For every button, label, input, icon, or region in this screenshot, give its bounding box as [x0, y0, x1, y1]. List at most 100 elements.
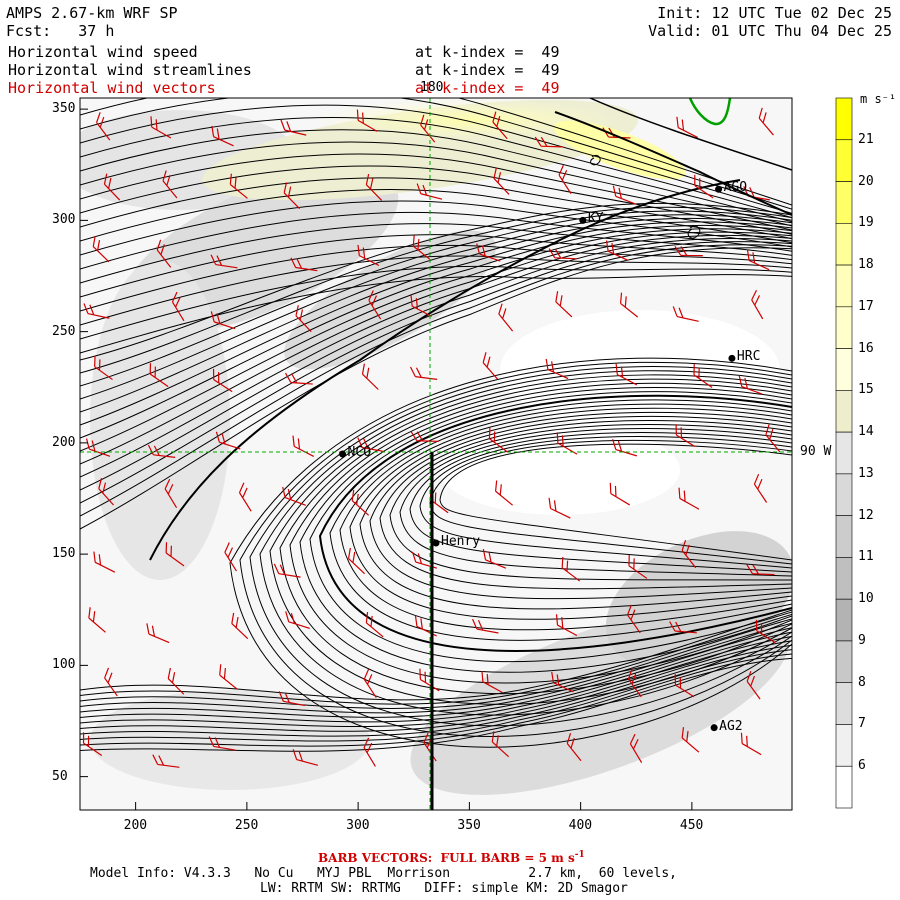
wind-barb — [290, 257, 318, 272]
wind-barb — [282, 486, 306, 506]
streamline — [80, 228, 792, 452]
wind-barb — [96, 112, 111, 141]
streamline — [80, 238, 792, 491]
wind-barb — [493, 167, 510, 195]
wind-barb — [498, 303, 514, 332]
station-marker — [715, 185, 723, 193]
wind-barb — [488, 427, 508, 453]
colorbar-swatch — [835, 306, 853, 349]
physics-info: LW: RRTM SW: RRTMG DIFF: simple KM: 2D S… — [260, 881, 628, 896]
colorbar-level-label: 12 — [858, 507, 874, 523]
wind-barb — [491, 731, 510, 758]
wind-barb — [410, 431, 439, 442]
colorbar-swatch — [835, 181, 853, 224]
wind-barb — [420, 114, 436, 143]
colorbar-swatch — [835, 348, 853, 391]
x-tick-label: 200 — [123, 818, 148, 833]
y-tick-label: 150 — [52, 546, 76, 562]
station-marker — [710, 724, 718, 732]
wind-barb — [92, 235, 110, 263]
wind-barb — [238, 482, 252, 512]
streamline — [80, 631, 792, 723]
wind-barb — [482, 352, 499, 380]
wind-barb — [676, 116, 699, 139]
colorbar-level-label: 10 — [858, 591, 874, 607]
station-label: HRC — [736, 349, 761, 365]
wind-barb — [292, 435, 315, 457]
streamline — [329, 399, 792, 641]
wind-barb — [295, 305, 312, 333]
station-marker — [432, 539, 440, 547]
wind-barb — [753, 473, 768, 503]
wind-barb — [410, 295, 432, 317]
wind-barb — [351, 489, 370, 516]
colorbar-swatch — [835, 139, 853, 182]
streamline — [80, 189, 792, 244]
y-tick-label: 50 — [52, 768, 68, 784]
wind-barb — [534, 136, 564, 148]
station-marker — [728, 354, 736, 362]
barb-note-text: BARB VECTORS: FULL BARB = 5 m s — [318, 851, 575, 865]
streamline — [80, 153, 792, 231]
wind-barb — [605, 240, 629, 262]
wind-barb — [674, 674, 695, 698]
field-level-streamlines: at k-index = 49 — [415, 61, 560, 79]
wind-barb — [548, 497, 571, 519]
wind-barb — [629, 733, 643, 764]
wind-barb — [626, 604, 641, 634]
colorbar-swatch — [835, 765, 853, 809]
wind-barb — [412, 235, 431, 261]
wind-barb — [210, 311, 236, 330]
streamline — [80, 635, 792, 728]
plot-area — [80, 98, 792, 810]
wind-barb — [363, 737, 376, 767]
wind-barb — [347, 547, 365, 575]
barb-note: BARB VECTORS: FULL BARB = 5 m s-1 — [318, 850, 585, 865]
streamline — [80, 217, 792, 413]
x-tick-label: 450 — [679, 818, 704, 833]
coastline — [554, 111, 792, 216]
streamline — [80, 129, 792, 223]
colorbar-level-label: 18 — [858, 257, 874, 273]
wind-barb — [693, 364, 713, 388]
streamline — [318, 394, 792, 652]
wind-barb — [210, 254, 238, 269]
streamline — [80, 241, 792, 504]
colorbar-swatch — [835, 473, 853, 516]
wind-barb — [94, 355, 113, 381]
wind-barb — [681, 540, 697, 569]
streamline — [80, 224, 792, 439]
streamline — [409, 432, 792, 573]
colorbar-swatch — [835, 598, 853, 642]
coastline-2 — [589, 98, 792, 171]
wind-barb — [555, 614, 578, 637]
station-label: KY — [587, 211, 604, 227]
station-marker — [579, 216, 587, 224]
wind-barb — [746, 564, 775, 576]
wind-barb — [215, 431, 241, 450]
streamline — [80, 274, 792, 354]
wind-barb — [365, 612, 384, 638]
streamline — [80, 244, 792, 517]
wind-barb — [566, 733, 582, 762]
station-label: AGO — [723, 180, 748, 196]
streamline — [80, 98, 792, 206]
field-label-speed: Horizontal wind speed — [8, 43, 198, 61]
colorbar-level-label: 8 — [858, 674, 866, 690]
valid-time: Valid: 01 UTC Thu 04 Dec 25 — [648, 22, 892, 40]
colorbar-level-label: 17 — [858, 298, 874, 314]
colorbar-level-label: 13 — [858, 465, 874, 481]
wind-barb — [283, 182, 301, 210]
wind-barb — [746, 249, 770, 271]
streamline — [299, 386, 792, 673]
wind-barb — [171, 291, 185, 322]
wind-barb — [681, 727, 700, 753]
streamline — [80, 234, 792, 298]
streamline — [80, 206, 792, 374]
field-label-vectors: Horizontal wind vectors — [8, 79, 216, 97]
x-tick-label: 300 — [346, 818, 370, 833]
streamline — [429, 439, 792, 565]
colorbar-level-label: 21 — [858, 131, 874, 147]
colorbar-swatch — [835, 640, 853, 684]
